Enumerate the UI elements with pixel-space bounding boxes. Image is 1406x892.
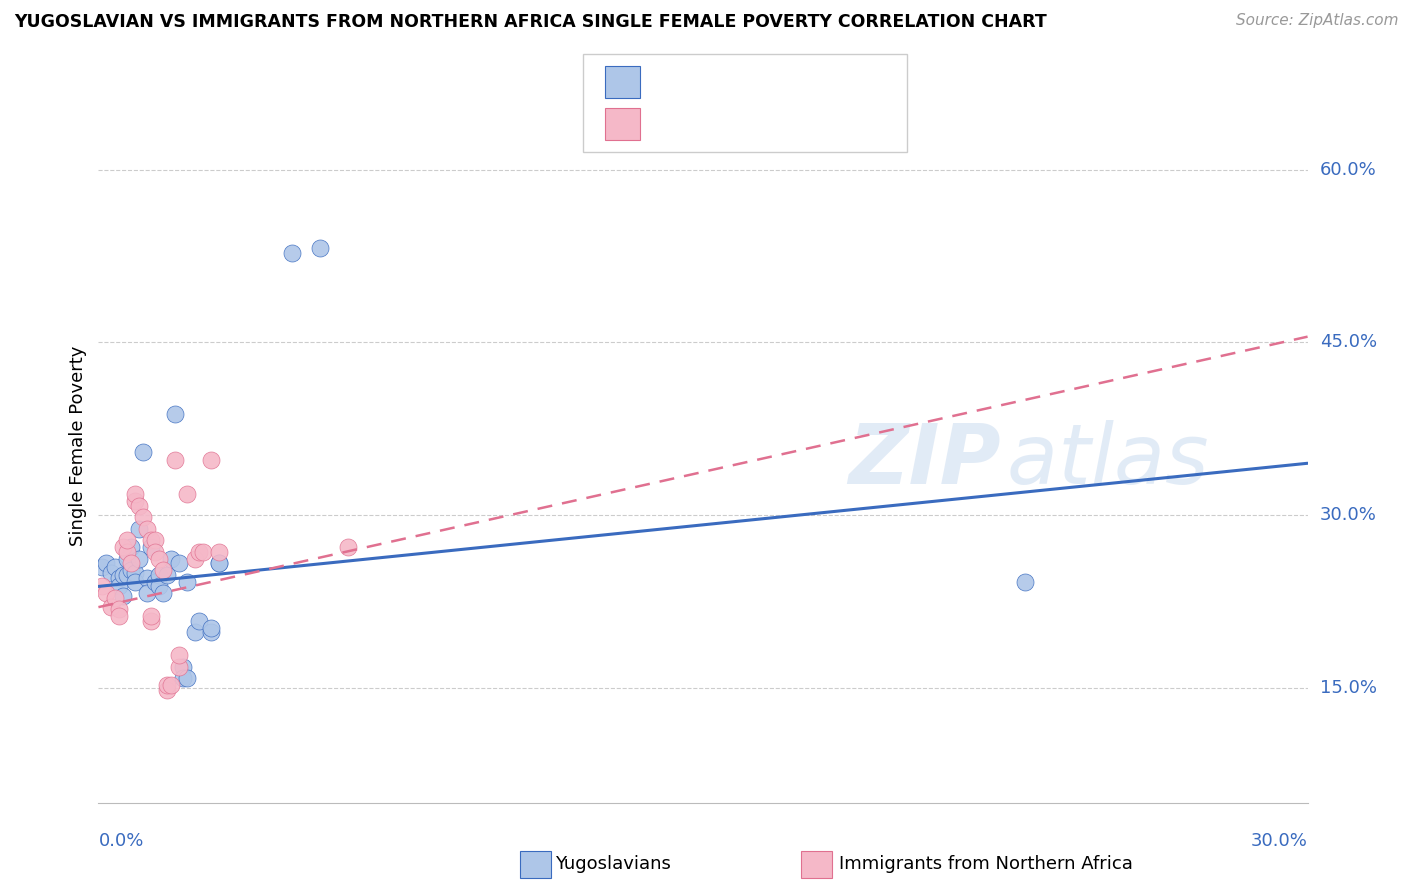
Point	[163, 452, 186, 467]
Point	[115, 568, 138, 582]
Point	[124, 487, 146, 501]
Point	[111, 589, 134, 603]
Point	[208, 557, 231, 571]
Point	[184, 625, 207, 640]
Point	[152, 586, 174, 600]
Point	[156, 568, 179, 582]
Point	[103, 559, 125, 574]
Point	[132, 510, 155, 524]
Point	[91, 579, 114, 593]
Point	[115, 545, 138, 559]
Point	[115, 551, 138, 566]
Point	[143, 533, 166, 548]
Point	[124, 494, 146, 508]
Point	[100, 600, 122, 615]
Point	[107, 579, 129, 593]
Point	[200, 452, 222, 467]
Point	[172, 660, 194, 674]
Point	[148, 579, 170, 593]
Point	[139, 609, 162, 624]
Point	[139, 533, 162, 548]
Point	[128, 551, 150, 566]
Point	[124, 574, 146, 589]
Point	[107, 609, 129, 624]
Point	[124, 566, 146, 580]
Point	[148, 568, 170, 582]
Point	[160, 551, 183, 566]
Point	[111, 541, 134, 555]
Text: R = 0.236   N = 41: R = 0.236 N = 41	[650, 73, 820, 91]
Point	[176, 487, 198, 501]
Text: YUGOSLAVIAN VS IMMIGRANTS FROM NORTHERN AFRICA SINGLE FEMALE POVERTY CORRELATION: YUGOSLAVIAN VS IMMIGRANTS FROM NORTHERN …	[14, 13, 1047, 31]
Point	[96, 586, 118, 600]
Point	[176, 672, 198, 686]
Point	[148, 551, 170, 566]
Point	[208, 545, 231, 559]
Point	[139, 614, 162, 628]
Point	[152, 563, 174, 577]
Point	[120, 563, 142, 577]
Point	[167, 648, 190, 663]
Text: Yugoslavians: Yugoslavians	[555, 855, 671, 873]
Point	[156, 683, 179, 698]
Point	[156, 678, 179, 692]
Point	[135, 522, 157, 536]
Text: 30.0%: 30.0%	[1251, 831, 1308, 849]
Point	[91, 559, 114, 574]
Text: Immigrants from Northern Africa: Immigrants from Northern Africa	[839, 855, 1133, 873]
Point	[132, 444, 155, 458]
Point	[200, 621, 222, 635]
Point	[120, 541, 142, 555]
Text: R = 0.333   N = 35: R = 0.333 N = 35	[650, 115, 820, 133]
Point	[193, 545, 215, 559]
Point	[281, 245, 304, 260]
Text: ZIP: ZIP	[848, 420, 1001, 500]
Text: 30.0%: 30.0%	[1320, 506, 1376, 524]
Text: Source: ZipAtlas.com: Source: ZipAtlas.com	[1236, 13, 1399, 29]
Point	[167, 557, 190, 571]
Point	[111, 568, 134, 582]
Point	[107, 571, 129, 585]
Point	[115, 533, 138, 548]
Text: atlas: atlas	[848, 420, 1209, 500]
Point	[337, 541, 360, 555]
Point	[163, 407, 186, 421]
Text: 15.0%: 15.0%	[1320, 679, 1376, 697]
Point	[103, 591, 125, 605]
Point	[176, 574, 198, 589]
Point	[120, 557, 142, 571]
Point	[135, 571, 157, 585]
Point	[309, 241, 332, 255]
Point	[188, 545, 211, 559]
Point	[135, 586, 157, 600]
Point	[143, 545, 166, 559]
Point	[200, 625, 222, 640]
Point	[128, 499, 150, 513]
Point	[96, 557, 118, 571]
Point	[107, 602, 129, 616]
Point	[172, 672, 194, 686]
Point	[143, 574, 166, 589]
Point	[128, 522, 150, 536]
Point	[160, 678, 183, 692]
Text: 45.0%: 45.0%	[1320, 334, 1376, 351]
Text: 0.0%: 0.0%	[98, 831, 143, 849]
Point	[1014, 574, 1036, 589]
Point	[167, 660, 190, 674]
Y-axis label: Single Female Poverty: Single Female Poverty	[69, 346, 87, 546]
Point	[184, 551, 207, 566]
Point	[208, 557, 231, 571]
Point	[139, 541, 162, 555]
Point	[188, 614, 211, 628]
Point	[100, 566, 122, 580]
Text: 60.0%: 60.0%	[1320, 161, 1376, 178]
